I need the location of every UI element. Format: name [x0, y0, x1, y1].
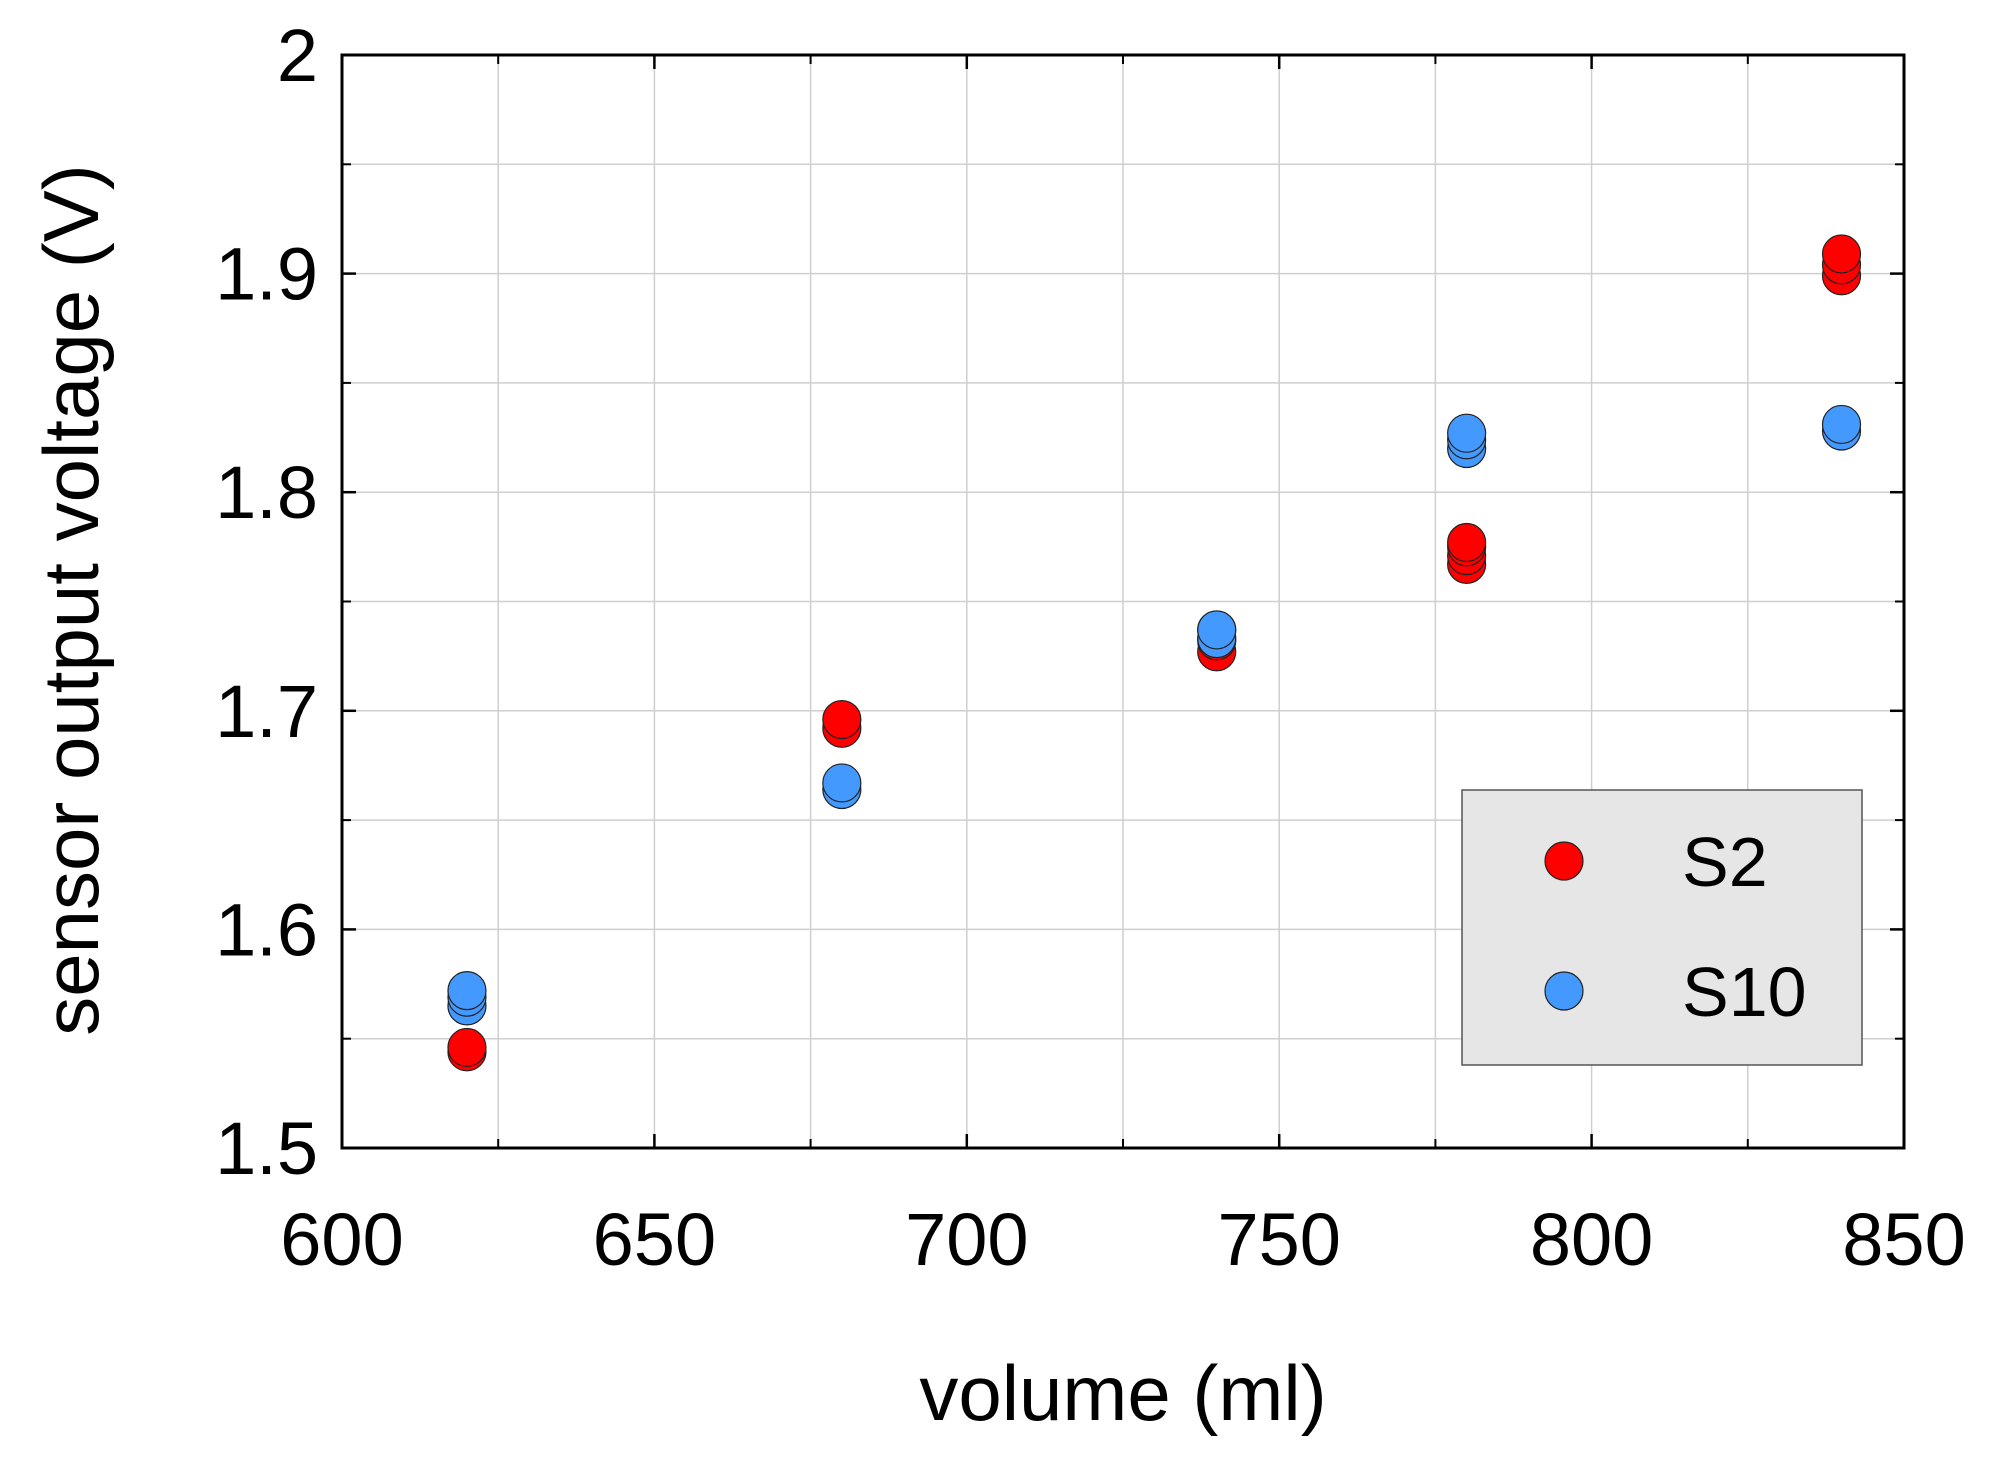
data-point-s2: [447, 1027, 487, 1068]
x-tick-label: 800: [1530, 1198, 1653, 1281]
y-tick-label: 1.5: [215, 1107, 318, 1190]
x-tick-label: 750: [1217, 1198, 1340, 1281]
axis-ticks: [340, 53, 1906, 1150]
y-tick-label: 1.9: [215, 233, 318, 316]
data-point-s2: [822, 699, 862, 740]
legend: S2 S10: [1461, 789, 1863, 1066]
data-point-s10: [1197, 610, 1237, 650]
y-tick-label: 1.8: [215, 451, 318, 534]
y-tick-label: 1.6: [215, 888, 318, 971]
data-point-s10: [822, 763, 862, 803]
y-tick-label: 2: [277, 14, 318, 97]
data-point-s10: [1447, 413, 1487, 453]
y-axis-title: sensor output voltage (V): [27, 164, 115, 1035]
legend-box: [1461, 789, 1863, 1066]
legend-marker-s2: [1544, 841, 1584, 881]
data-points: [447, 234, 1862, 1072]
legend-label-s2: S2: [1682, 823, 1768, 901]
data-point-s2: [1821, 234, 1862, 274]
data-point-s10: [1821, 404, 1862, 445]
x-tick-label: 650: [593, 1198, 716, 1281]
x-axis-title: volume (ml): [919, 1349, 1326, 1437]
grid-lines: [342, 55, 1904, 1148]
x-tick-label: 850: [1842, 1198, 1965, 1281]
x-tick-label: 600: [280, 1198, 403, 1281]
data-point-s2: [1447, 522, 1487, 563]
tick-labels: 600 650 700 750 800 850 1.5 1.6 1.7 1.8 1.9 2: [215, 14, 1966, 1281]
y-tick-label: 1.7: [215, 670, 318, 753]
x-tick-label: 700: [905, 1198, 1028, 1281]
legend-marker-s10: [1544, 971, 1584, 1011]
data-point-s10: [447, 971, 487, 1011]
legend-label-s10: S10: [1682, 953, 1807, 1031]
